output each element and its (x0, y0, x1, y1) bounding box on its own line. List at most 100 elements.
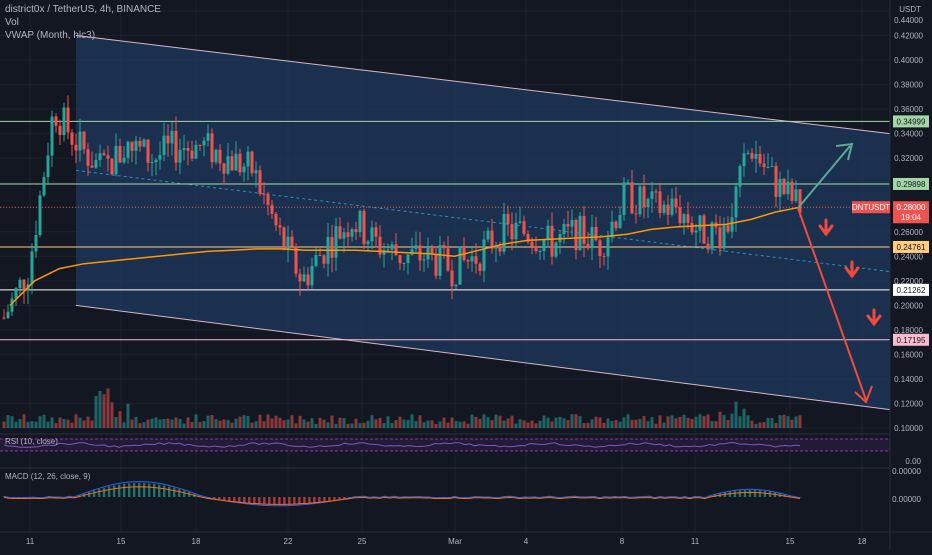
volume-bar (798, 415, 802, 428)
candle-body (142, 139, 146, 147)
volume-bar (570, 414, 574, 428)
candle-body (186, 147, 190, 151)
volume-bar (350, 423, 354, 428)
volume-bar (726, 419, 730, 428)
price-axis-tick: 0.24000 (894, 252, 923, 261)
volume-bar (358, 423, 362, 428)
price-axis-tick: 0.14000 (894, 375, 923, 384)
macd-histogram-bar (303, 497, 306, 504)
macd-histogram-bar (142, 483, 146, 497)
volume-bar (630, 419, 634, 428)
price-axis-tick: 0.40000 (894, 56, 923, 65)
candle-body (598, 240, 602, 257)
volume-bar (94, 395, 98, 428)
candle-body (542, 240, 546, 251)
volume-bar (722, 414, 726, 428)
volume-bar (410, 414, 414, 428)
volume-bar (178, 418, 182, 428)
price-axis-tick: 0.38000 (894, 81, 923, 90)
candle-body (534, 246, 538, 252)
volume-bar (686, 417, 690, 428)
candle-body (730, 217, 734, 232)
volume-bar (622, 417, 626, 428)
volume-bar (38, 416, 42, 428)
level-price-tag (893, 283, 929, 296)
volume-bar (222, 419, 226, 428)
volume-bar (190, 421, 194, 428)
volume-bar (406, 419, 410, 428)
volume-bar (130, 419, 134, 428)
candle-body (550, 225, 554, 257)
macd-line (3, 481, 801, 507)
volume-bar (562, 418, 566, 428)
candle-body (154, 159, 158, 163)
candle-body (146, 139, 150, 163)
x-axis-tick: 22 (284, 537, 293, 546)
volume-bar (74, 414, 78, 428)
candle-body (538, 250, 542, 252)
macd-axis-tick: 0.00000 (892, 495, 921, 504)
candle-body (554, 242, 558, 257)
candle-body (478, 263, 482, 271)
candle-body (438, 245, 442, 276)
macd-histogram-bar (763, 490, 767, 497)
volume-bar (434, 423, 438, 428)
macd-histogram-bar (132, 483, 136, 497)
candle-body (706, 243, 710, 250)
candle-body (710, 222, 714, 250)
candle-body (298, 273, 302, 282)
candle-body (530, 241, 534, 247)
candle-body (74, 144, 78, 151)
volume-bar (66, 419, 70, 428)
volume-bar (54, 423, 58, 428)
volume-bar (238, 416, 242, 428)
candle-body (738, 165, 742, 187)
volume-bar (330, 415, 334, 428)
macd-histogram-bar (168, 486, 171, 497)
macd-histogram-bar (273, 497, 276, 505)
macd-histogram-bar (258, 497, 261, 505)
candle-body (342, 232, 346, 239)
volume-bar (790, 419, 794, 428)
volume-bar (366, 420, 370, 428)
candle-body (170, 130, 174, 144)
candle-body (258, 170, 262, 194)
candle-body (726, 225, 730, 232)
volume-bar (42, 414, 46, 428)
volume-bar (634, 419, 638, 428)
candle-body (658, 191, 662, 213)
volume-bar (534, 423, 538, 428)
candle-body (666, 204, 670, 215)
down-arrow-icon (818, 218, 834, 237)
volume-bar (6, 415, 10, 428)
volume-bar (530, 420, 534, 428)
volume-bar (610, 421, 614, 428)
volume-bar (146, 419, 150, 428)
arrow-up-head (835, 142, 854, 161)
volume-bar (546, 417, 550, 428)
rsi-line (3, 442, 801, 448)
volume-bar (206, 415, 210, 428)
volume-bar (214, 419, 218, 428)
volume-bar (614, 420, 618, 428)
volume-bar (46, 421, 50, 428)
candle-body (338, 226, 342, 239)
macd-histogram-bar (318, 497, 321, 503)
volume-bar (690, 419, 694, 428)
candle-body (46, 155, 50, 178)
volume-bar (430, 420, 434, 428)
candle-body (778, 178, 782, 197)
volume-bar (514, 423, 518, 428)
volume-bar (370, 415, 374, 428)
volume-bar (566, 420, 570, 428)
candle-body (602, 256, 606, 258)
macd-histogram-bar (323, 497, 326, 502)
macd-histogram-bar (338, 497, 341, 500)
candle-body (638, 186, 642, 215)
volume-bar (674, 418, 678, 428)
candle-body (274, 213, 278, 226)
volume-bar (498, 415, 502, 428)
regression-channel (76, 35, 890, 410)
volume-bar (590, 419, 594, 428)
